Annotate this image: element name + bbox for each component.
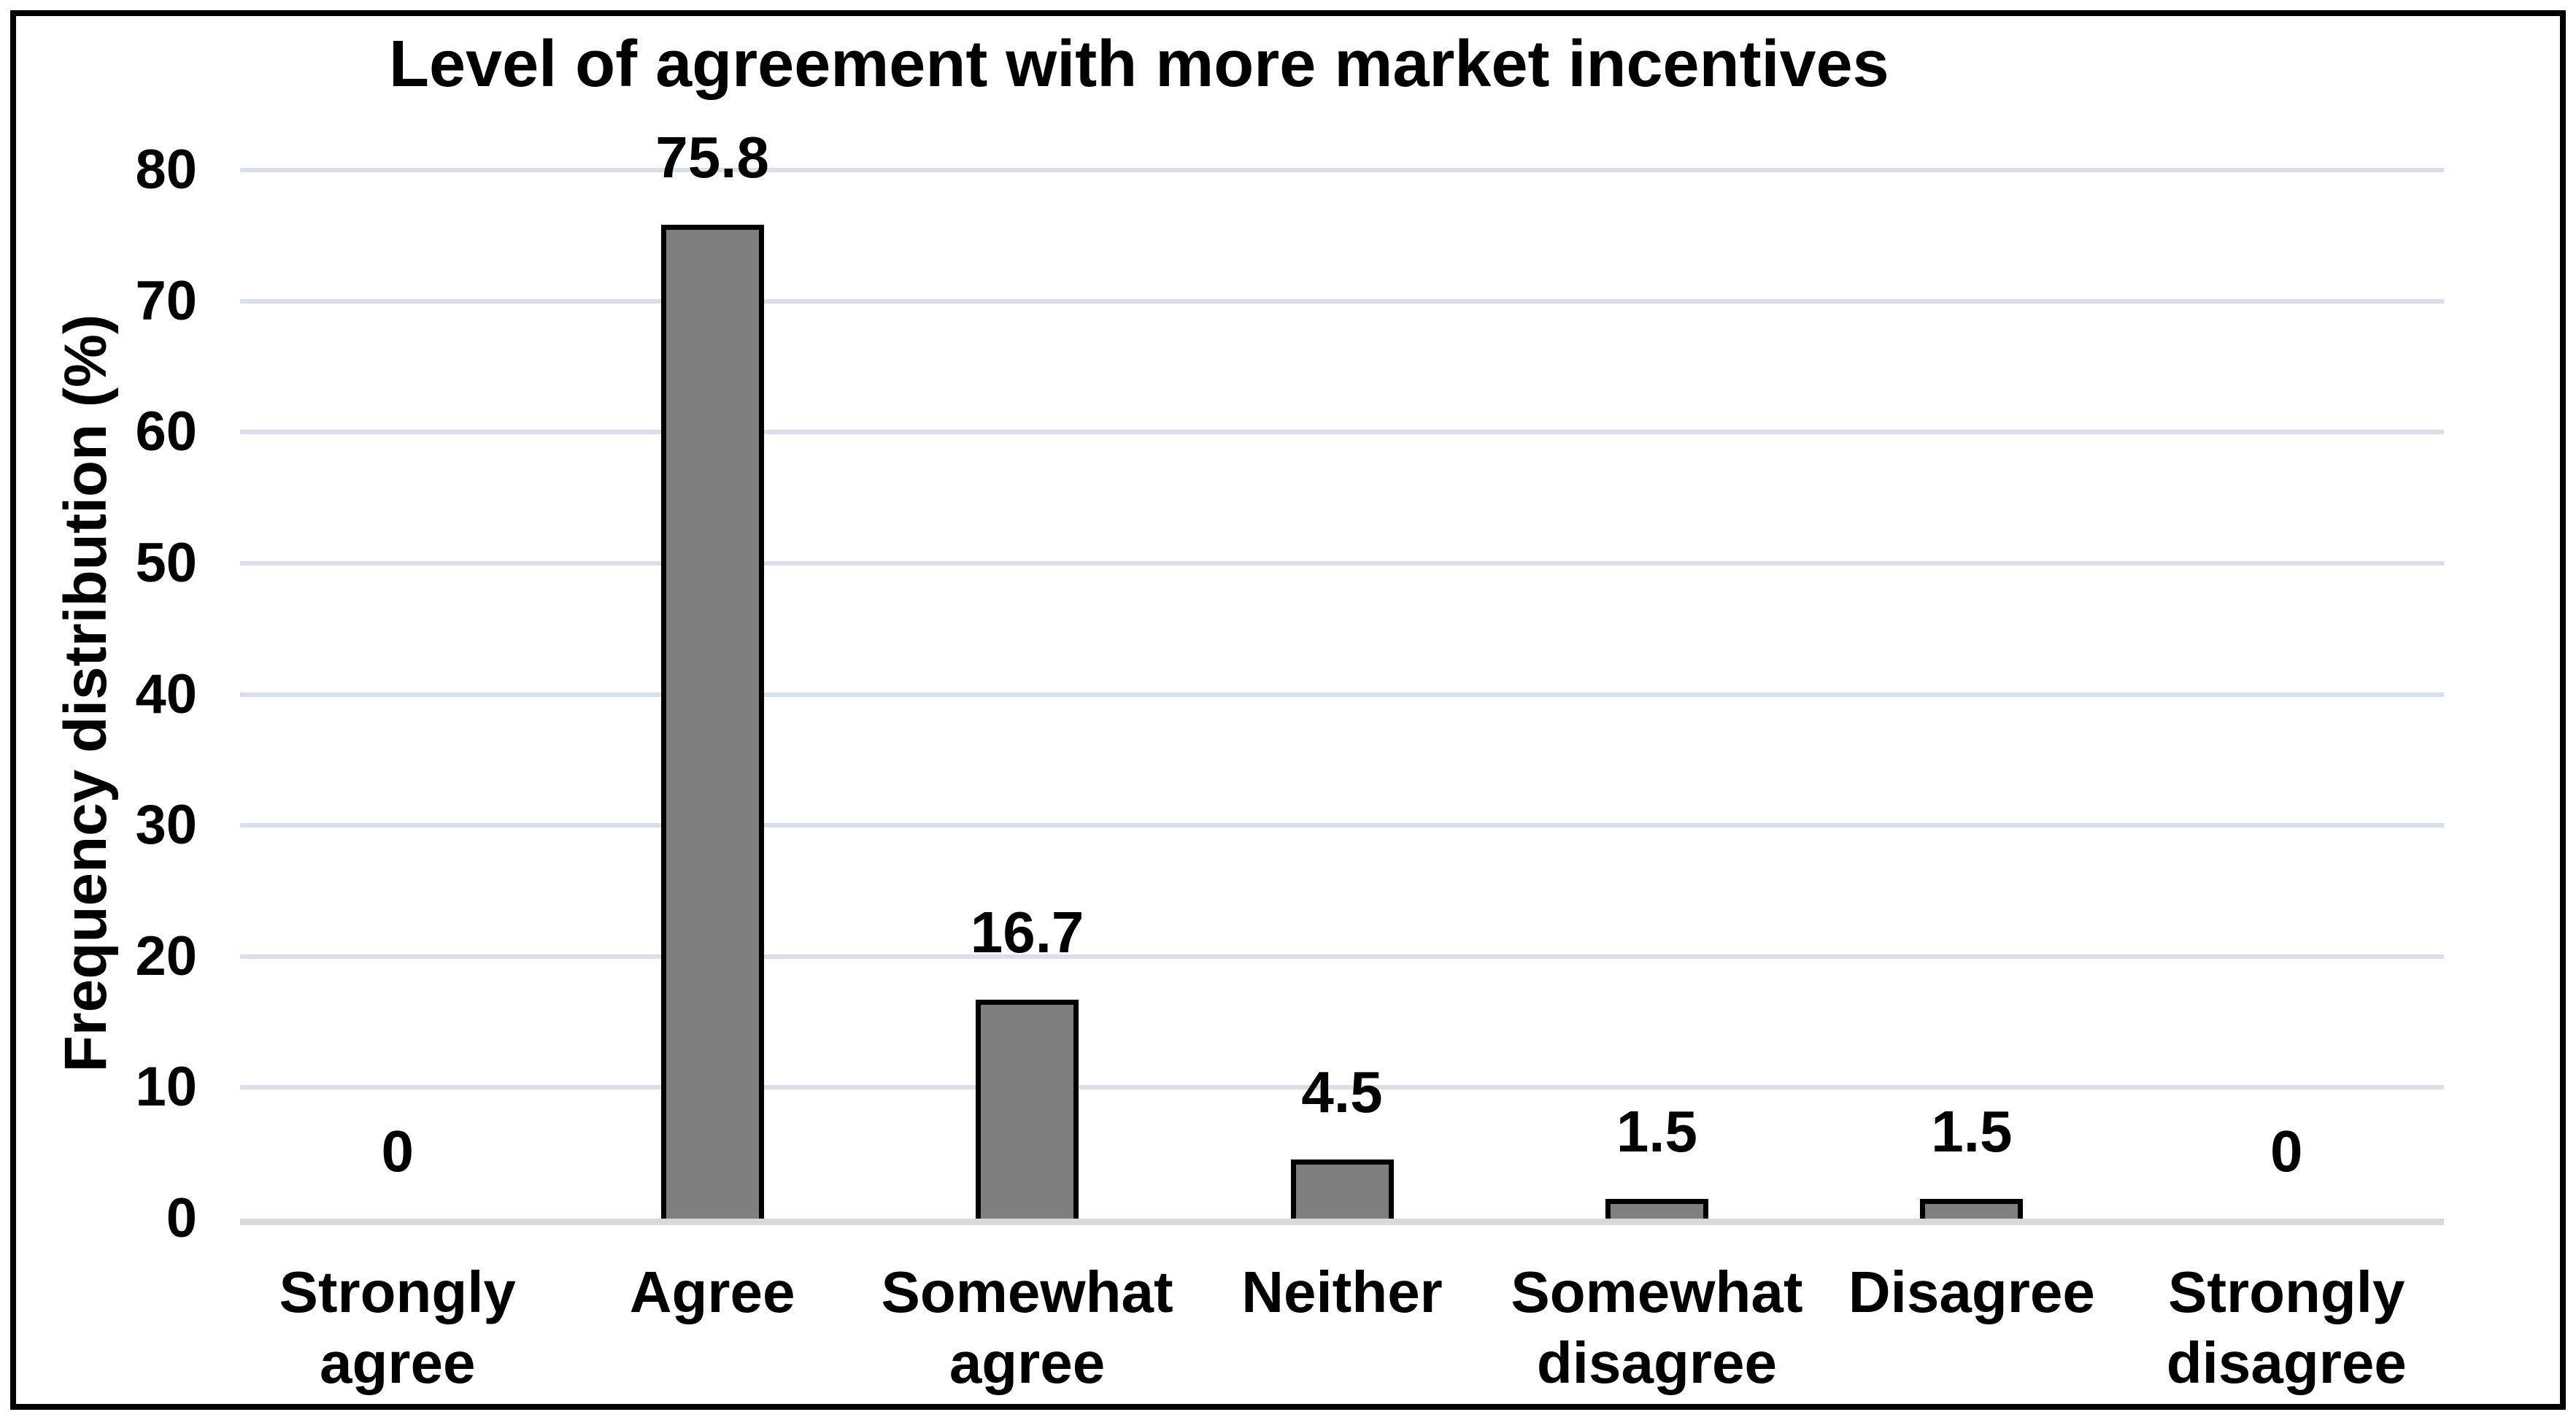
bar-somewhat-disagree	[1605, 1199, 1708, 1219]
y-tick-label-20: 20	[135, 925, 197, 987]
chart-frame	[10, 10, 2566, 1410]
x-axis-label-agree: Agree	[629, 1259, 795, 1324]
data-label-neither: 4.5	[1301, 1060, 1383, 1125]
bar-agree	[660, 225, 764, 1219]
y-tick-label-10: 10	[135, 1056, 197, 1119]
data-label-strongly-disagree: 0	[2270, 1119, 2303, 1184]
gridline-60	[240, 430, 2444, 435]
data-label-disagree: 1.5	[1931, 1099, 2013, 1165]
y-tick-label-50: 50	[135, 531, 197, 594]
bar-disagree	[1920, 1199, 2024, 1219]
x-axis-label-strongly-agree: Strongly agree	[279, 1259, 516, 1395]
y-tick-label-40: 40	[135, 663, 197, 725]
gridline-10	[240, 1085, 2444, 1090]
data-label-strongly-agree: 0	[381, 1119, 414, 1184]
y-tick-label-30: 30	[135, 794, 197, 857]
chart-title: Level of agreement with more market ince…	[389, 28, 1889, 101]
gridline-50	[240, 560, 2444, 566]
gridline-70	[240, 298, 2444, 304]
gridline-80	[240, 168, 2444, 172]
y-tick-label-70: 70	[135, 269, 197, 332]
gridline-30	[240, 823, 2444, 828]
y-tick-label-80: 80	[135, 139, 197, 201]
data-label-agree: 75.8	[655, 125, 769, 190]
y-tick-label-60: 60	[135, 401, 197, 463]
bar-neither	[1290, 1159, 1394, 1219]
x-axis-label-neither: Neither	[1241, 1259, 1443, 1324]
data-label-somewhat-agree: 16.7	[970, 900, 1084, 965]
x-axis-line	[240, 1219, 2444, 1225]
y-tick-label-0: 0	[166, 1187, 197, 1249]
data-label-somewhat-disagree: 1.5	[1616, 1099, 1698, 1165]
x-axis-label-disagree: Disagree	[1848, 1259, 2095, 1324]
gridline-20	[240, 954, 2444, 959]
x-axis-label-somewhat-disagree: Somewhat disagree	[1511, 1259, 1803, 1395]
x-axis-label-somewhat-agree: Somewhat agree	[881, 1259, 1173, 1395]
bar-somewhat-agree	[976, 1000, 1079, 1219]
gridline-40	[240, 692, 2444, 697]
x-axis-label-strongly-disagree: Strongly disagree	[2166, 1259, 2407, 1395]
